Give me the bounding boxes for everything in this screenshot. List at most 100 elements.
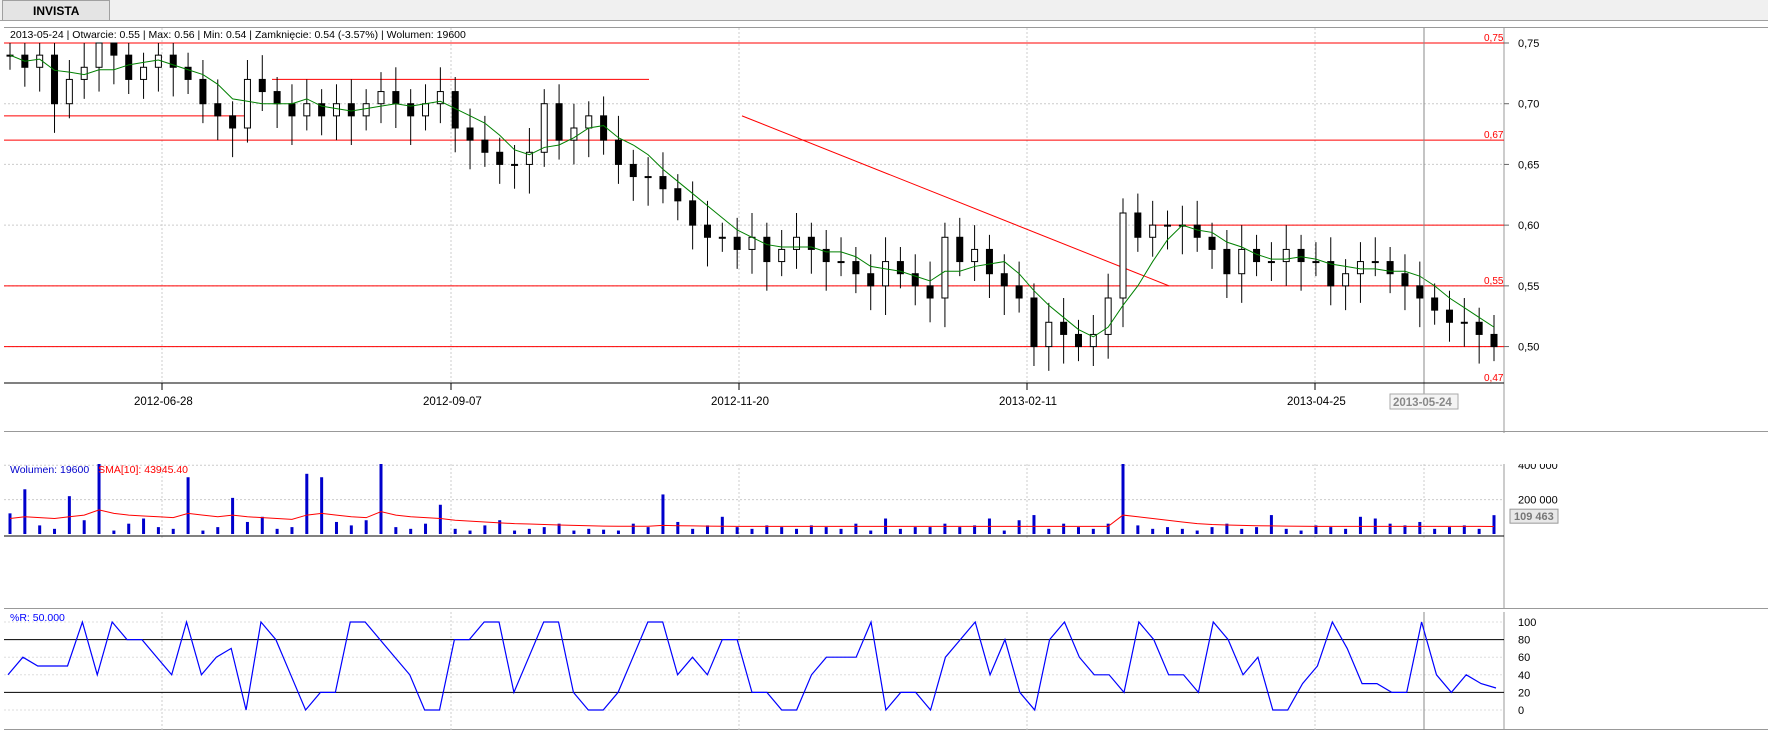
candle-body	[258, 78, 266, 93]
volume-bar	[661, 494, 665, 534]
volume-bar	[765, 525, 769, 534]
cursor-date-box	[1389, 393, 1459, 410]
sma-label: SMA[10]: 43945.40	[98, 464, 189, 476]
candle-body	[570, 127, 578, 141]
candle-body	[1238, 248, 1246, 275]
candle-body	[377, 91, 385, 105]
volume-bar	[290, 527, 294, 534]
trend-line	[741, 115, 1170, 287]
candle-body	[585, 115, 593, 129]
volume-bar	[438, 504, 442, 534]
volume-bar	[334, 521, 338, 534]
wr-y-tick-label: 100	[1518, 617, 1536, 629]
volume-bar	[201, 530, 205, 534]
volume-bar	[587, 528, 591, 534]
candle-body	[674, 188, 682, 202]
candle-body	[1164, 224, 1172, 227]
wr-y-tick-label: 60	[1518, 652, 1530, 664]
volume-bar	[483, 525, 487, 534]
candle-body	[1312, 261, 1320, 264]
volume-bar	[973, 525, 977, 534]
candle-body	[169, 54, 177, 68]
candle-body	[1045, 321, 1053, 348]
x-tick-label: 2013-04-25	[1287, 396, 1346, 408]
level-label: 0,55	[1484, 276, 1504, 287]
candle-body	[778, 248, 786, 263]
volume-bar	[349, 525, 353, 534]
candle-body	[288, 103, 296, 117]
candle-body	[555, 103, 563, 141]
candle-body	[436, 91, 444, 105]
price-chart: 0,75 0,70 0,65 0,60 0,55 0,50 0,75 0,67 0,55 0,47…	[4, 28, 1539, 433]
volume-bar	[1403, 525, 1407, 534]
candle-body	[1149, 224, 1157, 238]
wr-chart: 100 80 60 40 20 0	[4, 612, 1536, 730]
candle-body	[629, 163, 637, 178]
volume-bar	[1462, 525, 1466, 534]
candle-body	[214, 103, 222, 117]
x-tick-label: 2012-06-28	[134, 396, 193, 408]
sma-line	[9, 54, 1495, 338]
price-y-tick-label: 0,75	[1518, 38, 1539, 50]
volume-bar	[1433, 528, 1437, 534]
volume-bar	[735, 527, 739, 534]
volume-bar	[676, 521, 680, 534]
volume-bar	[913, 527, 917, 534]
volume-bar	[216, 527, 220, 534]
candle-body	[1134, 212, 1142, 238]
volume-bar	[780, 527, 784, 534]
candle-body	[1475, 321, 1483, 335]
volume-bar	[112, 530, 116, 534]
level-label: 0,47	[1484, 373, 1504, 384]
volume-bar	[1314, 525, 1318, 534]
candle-body	[243, 78, 251, 129]
candle-body	[65, 78, 73, 105]
volume-bar	[67, 496, 71, 534]
wr-label: %R: 50.000	[10, 612, 65, 624]
tab-invista[interactable]: INVISTA	[2, 0, 111, 20]
candle-body	[852, 261, 860, 275]
candle-body	[703, 224, 711, 238]
volume-bar	[809, 525, 813, 534]
candle-body	[1416, 285, 1424, 299]
volume-bar	[602, 529, 606, 534]
volume-bar	[1210, 527, 1214, 534]
volume-bar	[572, 530, 576, 534]
candle-body	[1193, 224, 1201, 238]
candle-body	[51, 54, 59, 105]
x-tick-label: 2012-09-07	[423, 396, 482, 408]
volume-bar	[82, 520, 86, 534]
cursor-date-label: 2013-05-24	[1393, 397, 1452, 409]
volume-bar	[320, 477, 324, 534]
volume-bar	[1329, 527, 1333, 534]
volume-bar	[1076, 527, 1080, 534]
volume-bar	[631, 523, 635, 534]
candle-body	[1074, 333, 1082, 348]
candle-body	[140, 66, 148, 80]
volume-bar	[1017, 520, 1021, 534]
volume-bar	[453, 528, 457, 534]
candle-body	[867, 273, 875, 287]
volume-bar	[750, 528, 754, 534]
candle-body	[718, 236, 726, 239]
candle-body	[659, 176, 667, 190]
candle-body	[1015, 285, 1023, 299]
volume-bar	[171, 528, 175, 534]
candle-body	[1297, 248, 1305, 263]
volume-bar	[1225, 523, 1229, 534]
volume-bar	[231, 497, 235, 534]
volume-bar	[23, 489, 27, 534]
candle-body	[882, 261, 890, 287]
volume-bar	[260, 516, 264, 534]
candle-body	[1431, 297, 1439, 311]
volume-bar	[1121, 464, 1125, 534]
candle-body	[154, 54, 162, 68]
wr-y-tick-label: 40	[1518, 670, 1530, 682]
candle-body	[199, 78, 207, 105]
price-y-tick-label: 0,65	[1518, 159, 1539, 171]
volume-bar	[720, 516, 724, 534]
candle-body	[911, 273, 919, 287]
candle-body	[1401, 273, 1409, 287]
volume-bar	[1388, 523, 1392, 534]
volume-bar	[1047, 528, 1051, 534]
